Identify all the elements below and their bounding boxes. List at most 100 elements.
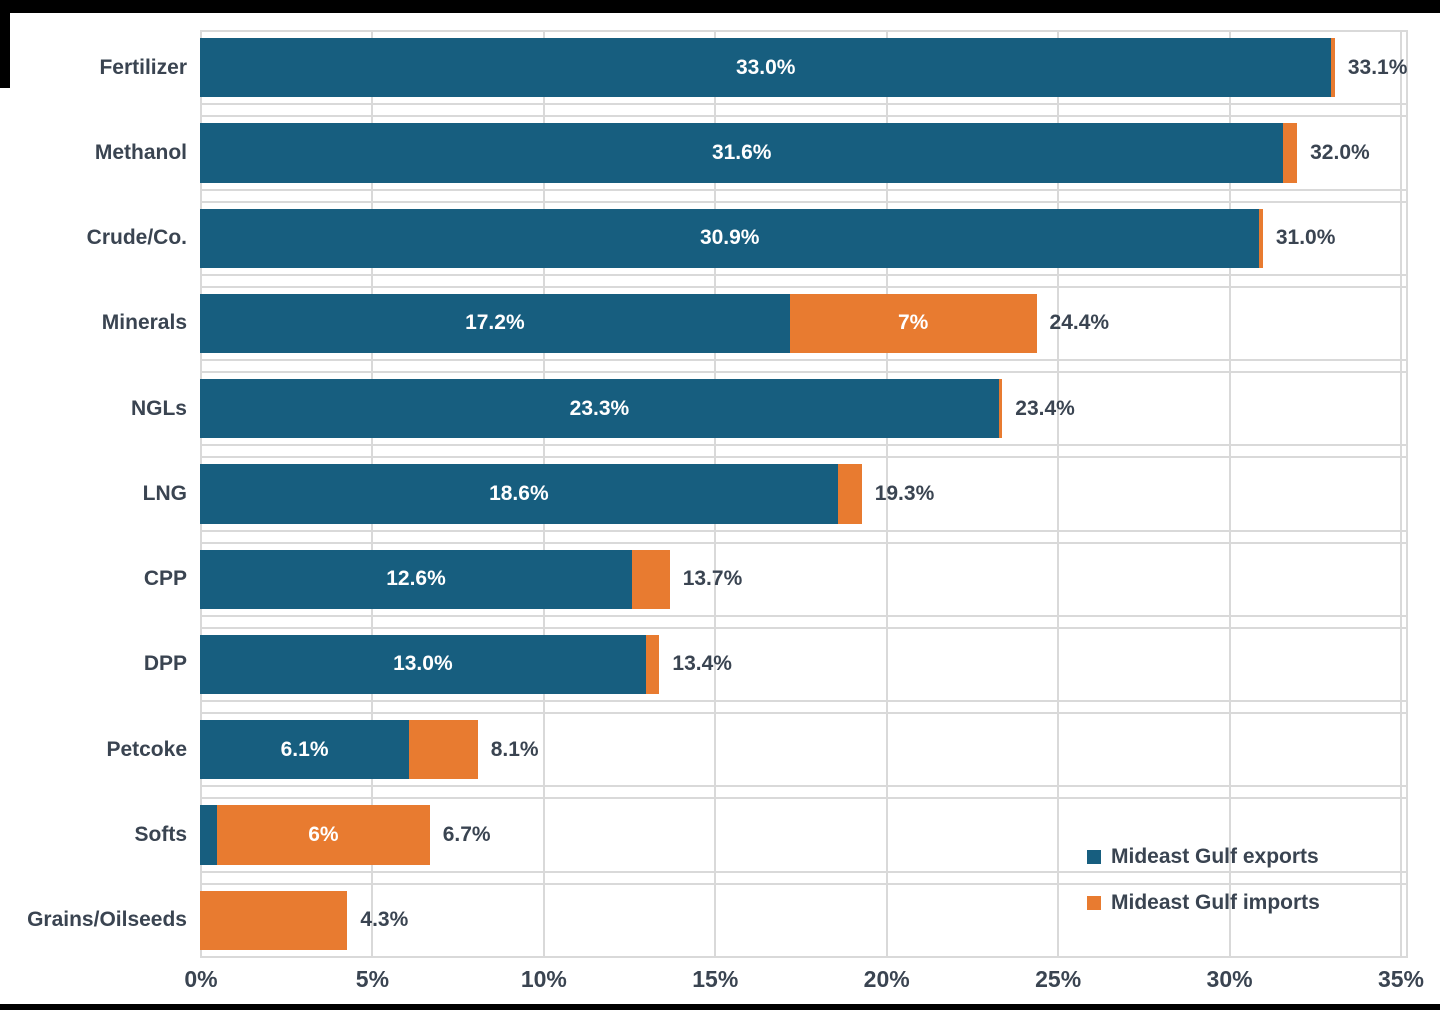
total-value-label: 24.4%: [1049, 311, 1110, 335]
segment-value-label: 23.3%: [569, 396, 630, 420]
category-band: LNG 18.6% 19.3%: [143, 456, 1408, 532]
imports-segment: [200, 890, 348, 950]
segment-value-label: 12.6%: [386, 567, 446, 591]
legend-label-imports: Mideast Gulf imports: [1111, 891, 1320, 914]
bar-row: 12.6% 13.7%: [200, 549, 743, 609]
gridline: [1400, 30, 1402, 958]
exports-segment: 6.1%: [200, 720, 410, 780]
category-label: Softs: [134, 823, 188, 847]
total-value-label: 8.1%: [490, 737, 539, 761]
imports-segment: [1259, 208, 1263, 268]
plot-panels: Fertilizer 33.0% 33.1% Methanol 31.6% 32.0% Cr…: [27, 30, 1408, 958]
segment-value-label: 30.9%: [699, 226, 760, 250]
category-label: Crude/Co.: [86, 226, 187, 250]
bar-row: 31.6% 32.0%: [200, 123, 1370, 183]
segment-value-label: 18.6%: [489, 481, 549, 505]
exports-segment: 23.3%: [200, 379, 999, 439]
category-band: Methanol 31.6% 32.0%: [95, 115, 1408, 191]
total-value-label: 13.4%: [672, 652, 732, 676]
bar-row: 18.6% 19.3%: [200, 464, 935, 524]
bar-row: 6% 6.7%: [200, 805, 491, 865]
bar-row: 23.3% 23.4%: [200, 379, 1075, 439]
category-label: Petcoke: [106, 737, 187, 761]
plot-area: Fertilizer 33.0% 33.1% Methanol 31.6% 32.0% Cr…: [27, 30, 1408, 958]
category-band: Fertilizer 33.0% 33.1%: [99, 30, 1408, 106]
exports-segment: 13.0%: [200, 634, 646, 695]
total-value-label: 23.4%: [1015, 396, 1075, 420]
imports-segment: [645, 634, 660, 695]
segment-value-label: 6%: [308, 823, 339, 847]
total-value-label: 13.7%: [682, 567, 743, 591]
category-band: DPP 13.0% 13.4%: [144, 626, 1408, 703]
legend-swatch-exports-icon: [1087, 850, 1101, 864]
exports-segment: 33.0%: [200, 38, 1332, 98]
total-value-label: 6.7%: [442, 823, 491, 847]
total-value-label: 32.0%: [1310, 140, 1370, 164]
category-band: Grains/Oilseeds 4.3%: [27, 882, 1408, 958]
exports-segment: 30.9%: [200, 208, 1260, 268]
legend-label-exports: Mideast Gulf exports: [1111, 845, 1319, 868]
legend-swatch-imports-icon: [1087, 896, 1101, 910]
category-band: Petcoke 6.1% 8.1%: [106, 712, 1408, 788]
total-value-label: 19.3%: [874, 481, 935, 505]
x-axis-tick-label: 15%: [692, 966, 739, 992]
imports-segment: [998, 379, 1003, 439]
category-label: CPP: [143, 567, 187, 591]
bar-row: 13.0% 13.4%: [200, 634, 732, 695]
legend-item-exports: Mideast Gulf exports: [1087, 845, 1320, 869]
x-axis-tick-label: 35%: [1377, 966, 1425, 992]
legend: Mideast Gulf exports Mideast Gulf import…: [1087, 845, 1320, 915]
imports-segment: [1283, 123, 1298, 183]
legend-item-imports: Mideast Gulf imports: [1087, 891, 1320, 915]
x-axis-tick-label: 20%: [863, 966, 910, 992]
category-label: Grains/Oilseeds: [27, 908, 187, 932]
segment-value-label: 6.1%: [280, 737, 329, 761]
imports-segment: [837, 464, 862, 524]
x-axis-tick-label: 10%: [520, 966, 567, 992]
imports-segment: [1331, 38, 1335, 98]
segment-value-label: 13.0%: [393, 652, 453, 676]
imports-segment: 7%: [789, 293, 1037, 354]
category-band: Softs 6% 6.7%: [135, 797, 1408, 873]
plot-right-border: [1406, 30, 1408, 958]
x-axis-tick-label: 25%: [1035, 966, 1082, 992]
bar-row: 33.0% 33.1%: [200, 38, 1408, 98]
exports-segment: 17.2%: [200, 293, 790, 354]
frame-bottom-bar: [0, 1004, 1440, 1010]
category-label: NGLs: [130, 396, 187, 420]
category-label: LNG: [142, 481, 187, 505]
category-label: Fertilizer: [99, 55, 187, 79]
x-axis-tick-label: 30%: [1206, 966, 1253, 992]
x-axis-tick-label: 0%: [184, 966, 218, 992]
segment-value-label: 31.6%: [711, 140, 772, 164]
gridline: [1228, 30, 1231, 958]
exports-segment: [200, 805, 218, 865]
x-axis: 0% 5% 10% 15% 20% 25% 30% 35%: [184, 966, 1424, 1002]
category-band: CPP 12.6% 13.7%: [144, 541, 1408, 617]
segment-value-label: 33.0%: [735, 55, 796, 79]
x-axis-tick-label: 5%: [355, 966, 390, 992]
category-label: Minerals: [101, 311, 187, 335]
total-value-label: 4.3%: [360, 908, 409, 932]
total-value-label: 33.1%: [1347, 55, 1408, 79]
gridline: [885, 30, 888, 958]
category-label: DPP: [143, 652, 187, 676]
category-label: Methanol: [94, 140, 187, 164]
total-value-label: 31.0%: [1275, 226, 1336, 250]
imports-segment: [632, 549, 670, 609]
imports-segment: 6%: [217, 805, 430, 865]
frame-top-bar: [0, 0, 1440, 13]
bar-row: 4.3%: [200, 890, 409, 950]
category-band: Minerals 17.2% 7% 24.4%: [102, 285, 1408, 362]
bar-row: 30.9% 31.0%: [200, 208, 1336, 268]
exports-segment: 12.6%: [200, 549, 632, 609]
bar-row: 17.2% 7% 24.4%: [200, 293, 1110, 354]
category-band: Crude/Co. 30.9% 31.0%: [87, 200, 1408, 276]
imports-segment: [409, 720, 478, 780]
segment-value-label: 17.2%: [465, 311, 525, 335]
exports-segment: 31.6%: [200, 123, 1284, 183]
segment-value-label: 7%: [897, 311, 929, 335]
category-band: NGLs 23.3% 23.4%: [131, 371, 1408, 447]
exports-segment: 18.6%: [200, 464, 838, 524]
